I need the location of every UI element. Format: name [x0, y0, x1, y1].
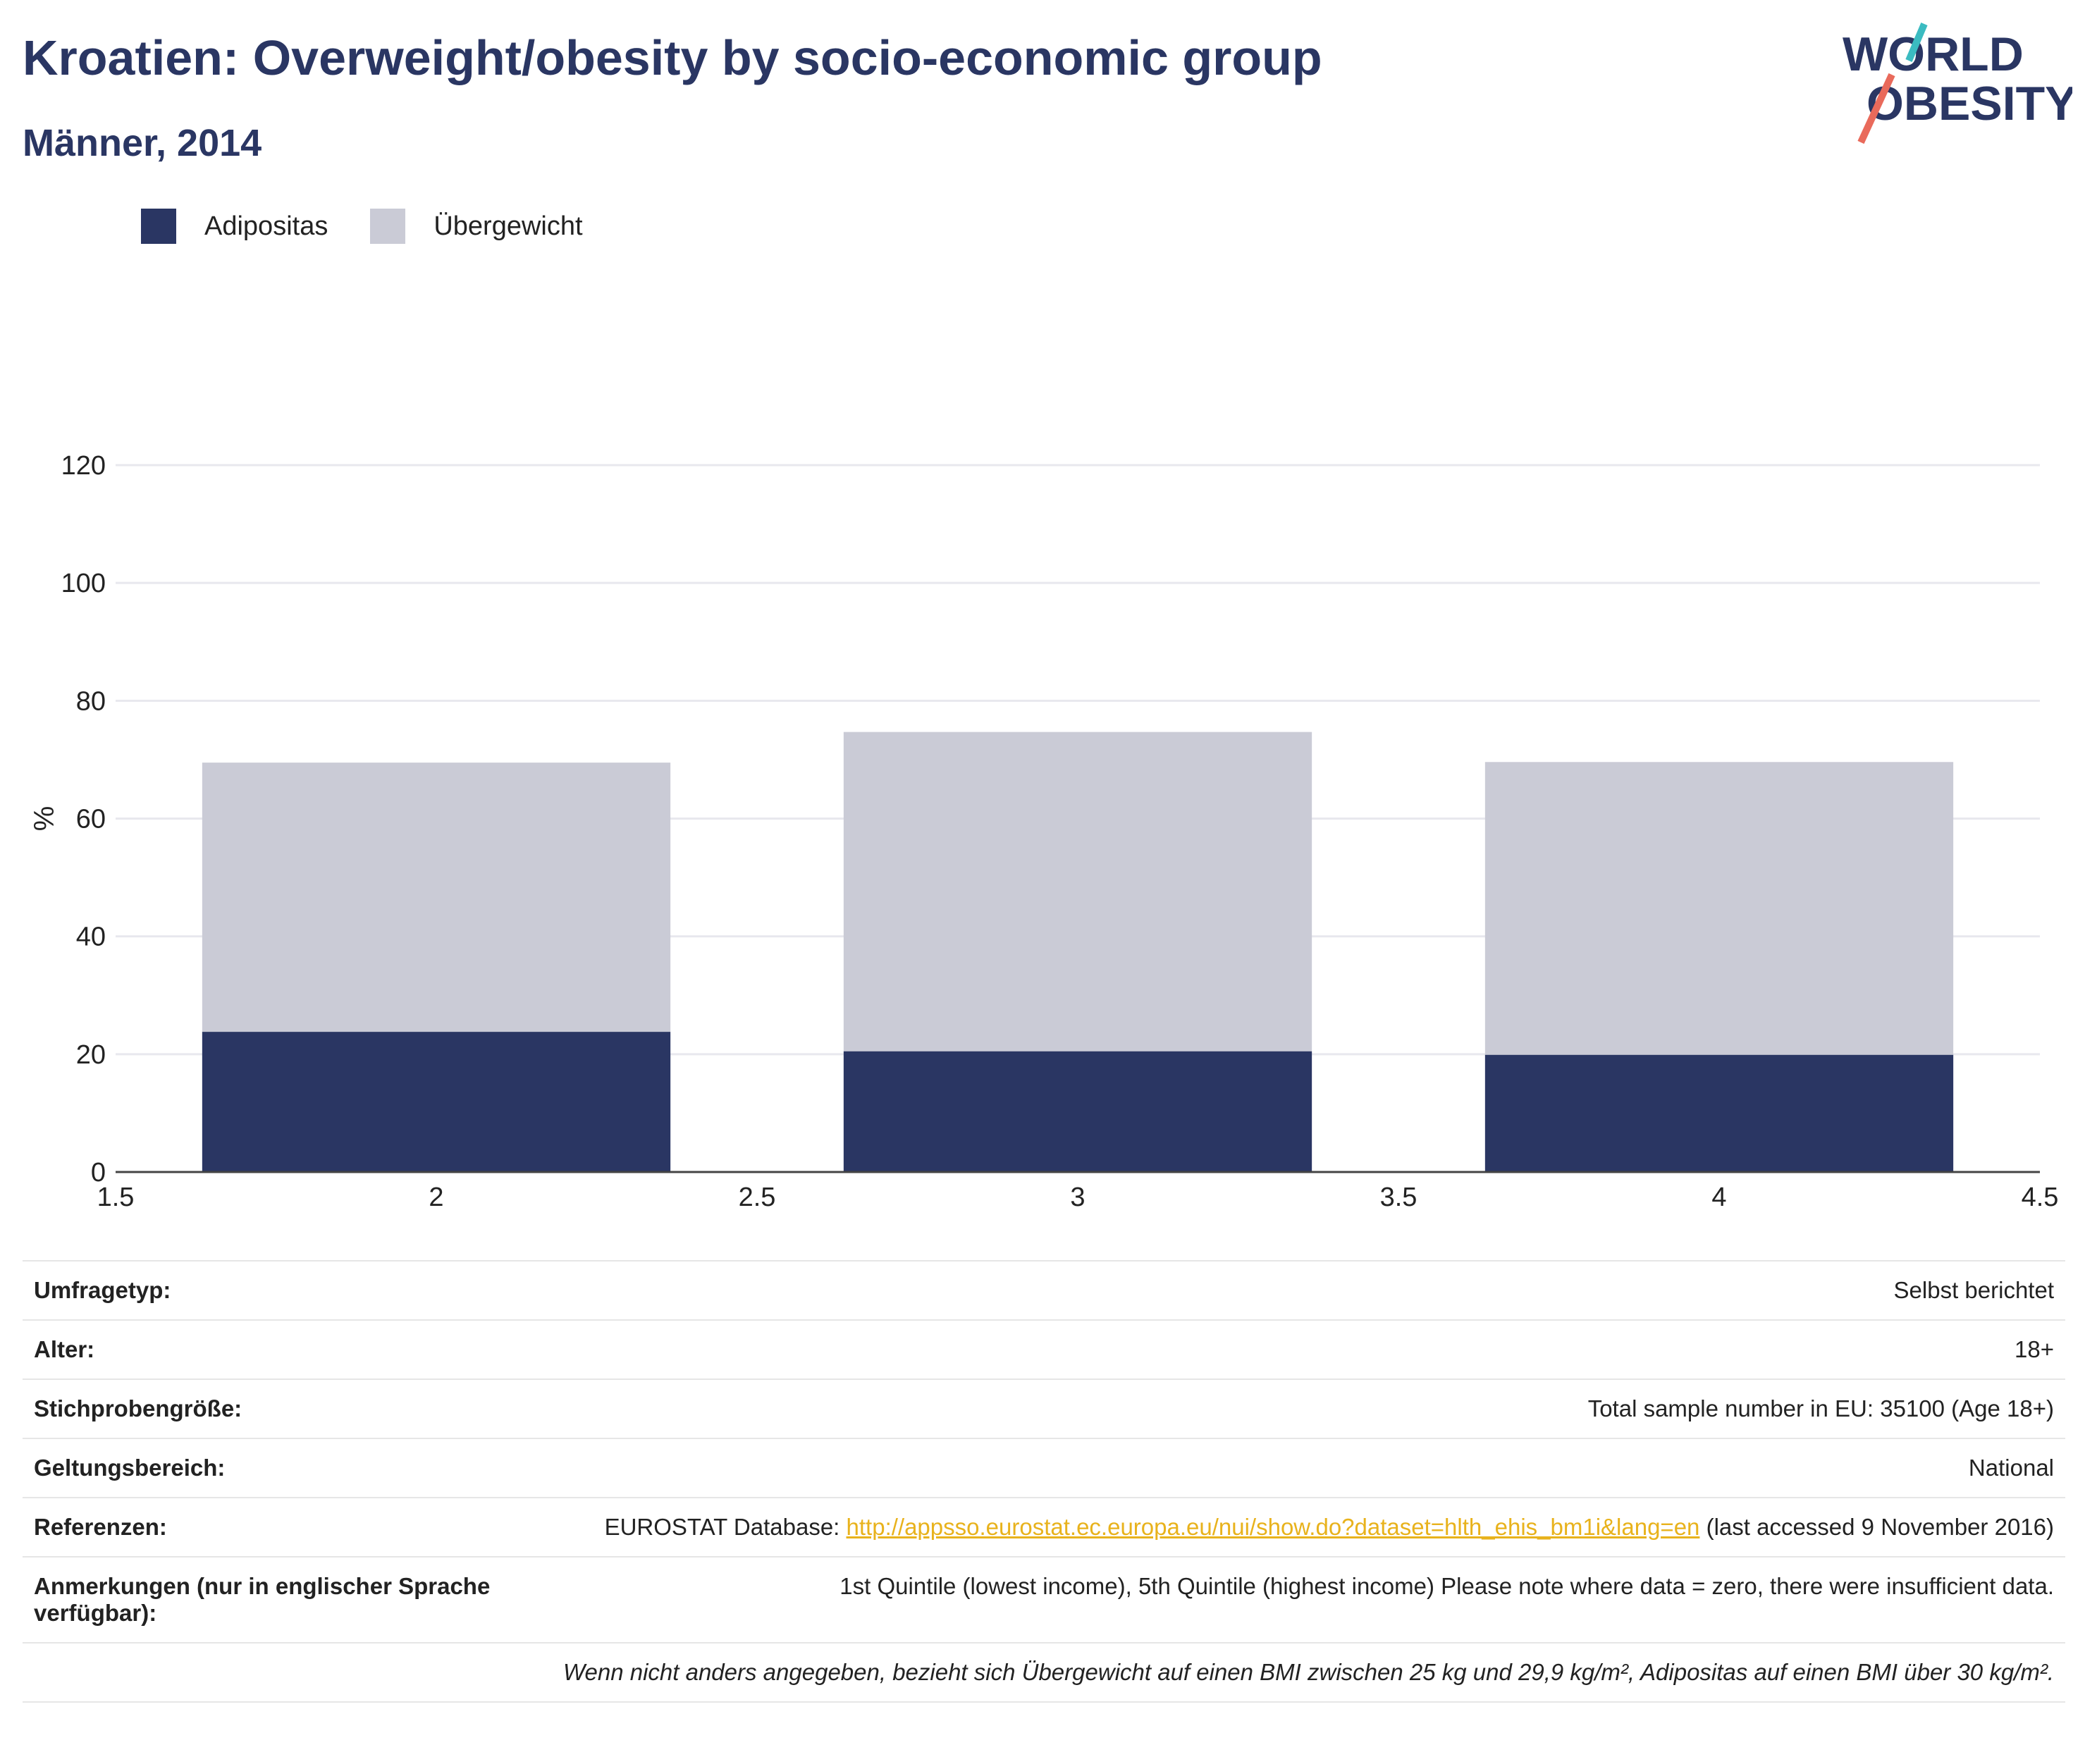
info-row-geltungsbereich: Geltungsbereich: National	[23, 1438, 2065, 1498]
logo-teal-slash	[1905, 23, 1928, 62]
y-tick-label: 120	[61, 451, 106, 481]
x-tick-label: 3.5	[1380, 1183, 1417, 1212]
logo-line2: OBESITY	[1866, 77, 2072, 130]
legend-label-overweight: Übergewicht	[433, 211, 583, 241]
x-tick-label: 3	[1070, 1183, 1085, 1212]
footnote-row: Wenn nicht anders angegeben, bezieht sic…	[23, 1642, 2065, 1703]
info-row-alter: Alter: 18+	[23, 1319, 2065, 1379]
eurostat-link[interactable]: http://appsso.eurostat.ec.europa.eu/nui/…	[846, 1514, 1700, 1540]
x-tick-label: 4	[1711, 1183, 1726, 1212]
info-row-stichprobengr-e-value: Total sample number in EU: 35100 (Age 18…	[539, 1378, 2065, 1438]
legend-item-overweight[interactable]: Übergewicht	[370, 209, 583, 244]
info-row-umfragetyp: Umfragetyp: Selbst berichtet	[23, 1260, 2065, 1320]
references-text: EUROSTAT Database: http://appsso.eurosta…	[604, 1514, 2054, 1540]
info-row-references-value: EUROSTAT Database: http://appsso.eurosta…	[539, 1497, 2065, 1557]
info-row-references-key: Referenzen:	[23, 1497, 539, 1557]
info-row-stichprobengr-e: Stichprobengröße: Total sample number in …	[23, 1378, 2065, 1438]
world-obesity-logo: WORLD OBESITY	[1843, 23, 2072, 144]
y-tick-label: 80	[76, 686, 106, 716]
legend: Adipositas Übergewicht	[141, 209, 625, 244]
y-axis-label: %	[29, 806, 60, 832]
info-row-notes-value: 1st Quintile (lowest income), 5th Quinti…	[539, 1556, 2065, 1643]
y-tick-label: 20	[76, 1040, 106, 1070]
bar-overweight-4	[1484, 762, 1954, 1055]
y-tick-label: 100	[61, 569, 106, 598]
legend-label-obesity: Adipositas	[204, 211, 328, 241]
bar-overweight-3	[843, 732, 1312, 1051]
legend-swatch-obesity	[141, 209, 176, 244]
legend-swatch-overweight	[370, 209, 406, 244]
x-tick-label: 2.5	[739, 1183, 776, 1212]
legend-item-obesity[interactable]: Adipositas	[141, 209, 328, 244]
logo-coral-slash	[1857, 73, 1895, 144]
y-tick-label: 40	[76, 923, 106, 952]
y-tick-label: 60	[76, 805, 106, 834]
info-row-umfragetyp-key: Umfragetyp:	[23, 1260, 539, 1320]
info-row-geltungsbereich-value: National	[539, 1438, 2065, 1498]
y-tick-label: 0	[91, 1158, 106, 1188]
info-row-alter-value: 18+	[539, 1319, 2065, 1379]
x-tick-label: 2	[429, 1183, 443, 1212]
info-row-notes: Anmerkungen (nur in englischer Sprache v…	[23, 1556, 2065, 1643]
info-row-references: Referenzen: EUROSTAT Database: http://app…	[23, 1497, 2065, 1557]
info-row-alter-key: Alter:	[23, 1319, 539, 1379]
info-table: Umfragetyp: Selbst berichtet Alter: 18+ Stic…	[23, 1260, 2065, 1703]
bar-obesity-3	[843, 1051, 1312, 1172]
chart-subtitle: Männer, 2014	[23, 122, 262, 164]
info-row-notes-key: Anmerkungen (nur in englischer Sprache v…	[23, 1556, 539, 1643]
bar-overweight-2	[202, 763, 671, 1032]
x-tick-label: 4.5	[2022, 1183, 2059, 1212]
logo-line1: WORLD	[1843, 27, 2024, 81]
info-row-stichprobengr-e-key: Stichprobengröße:	[23, 1378, 539, 1438]
x-tick-label: 1.5	[97, 1183, 135, 1212]
info-row-umfragetyp-value: Selbst berichtet	[539, 1260, 2065, 1320]
bar-obesity-2	[202, 1032, 671, 1172]
chart-title: Kroatien: Overweight/obesity by socio-ec…	[23, 30, 1322, 85]
stacked-bar-chart: 0 20 40 60 80 100 120% 1.5 2 2.5 3 3.5 4 4.5	[29, 451, 2059, 1212]
bar-obesity-4	[1484, 1054, 1954, 1172]
footnote: Wenn nicht anders angegeben, bezieht sic…	[23, 1642, 2065, 1703]
info-row-geltungsbereich-key: Geltungsbereich:	[23, 1438, 539, 1498]
